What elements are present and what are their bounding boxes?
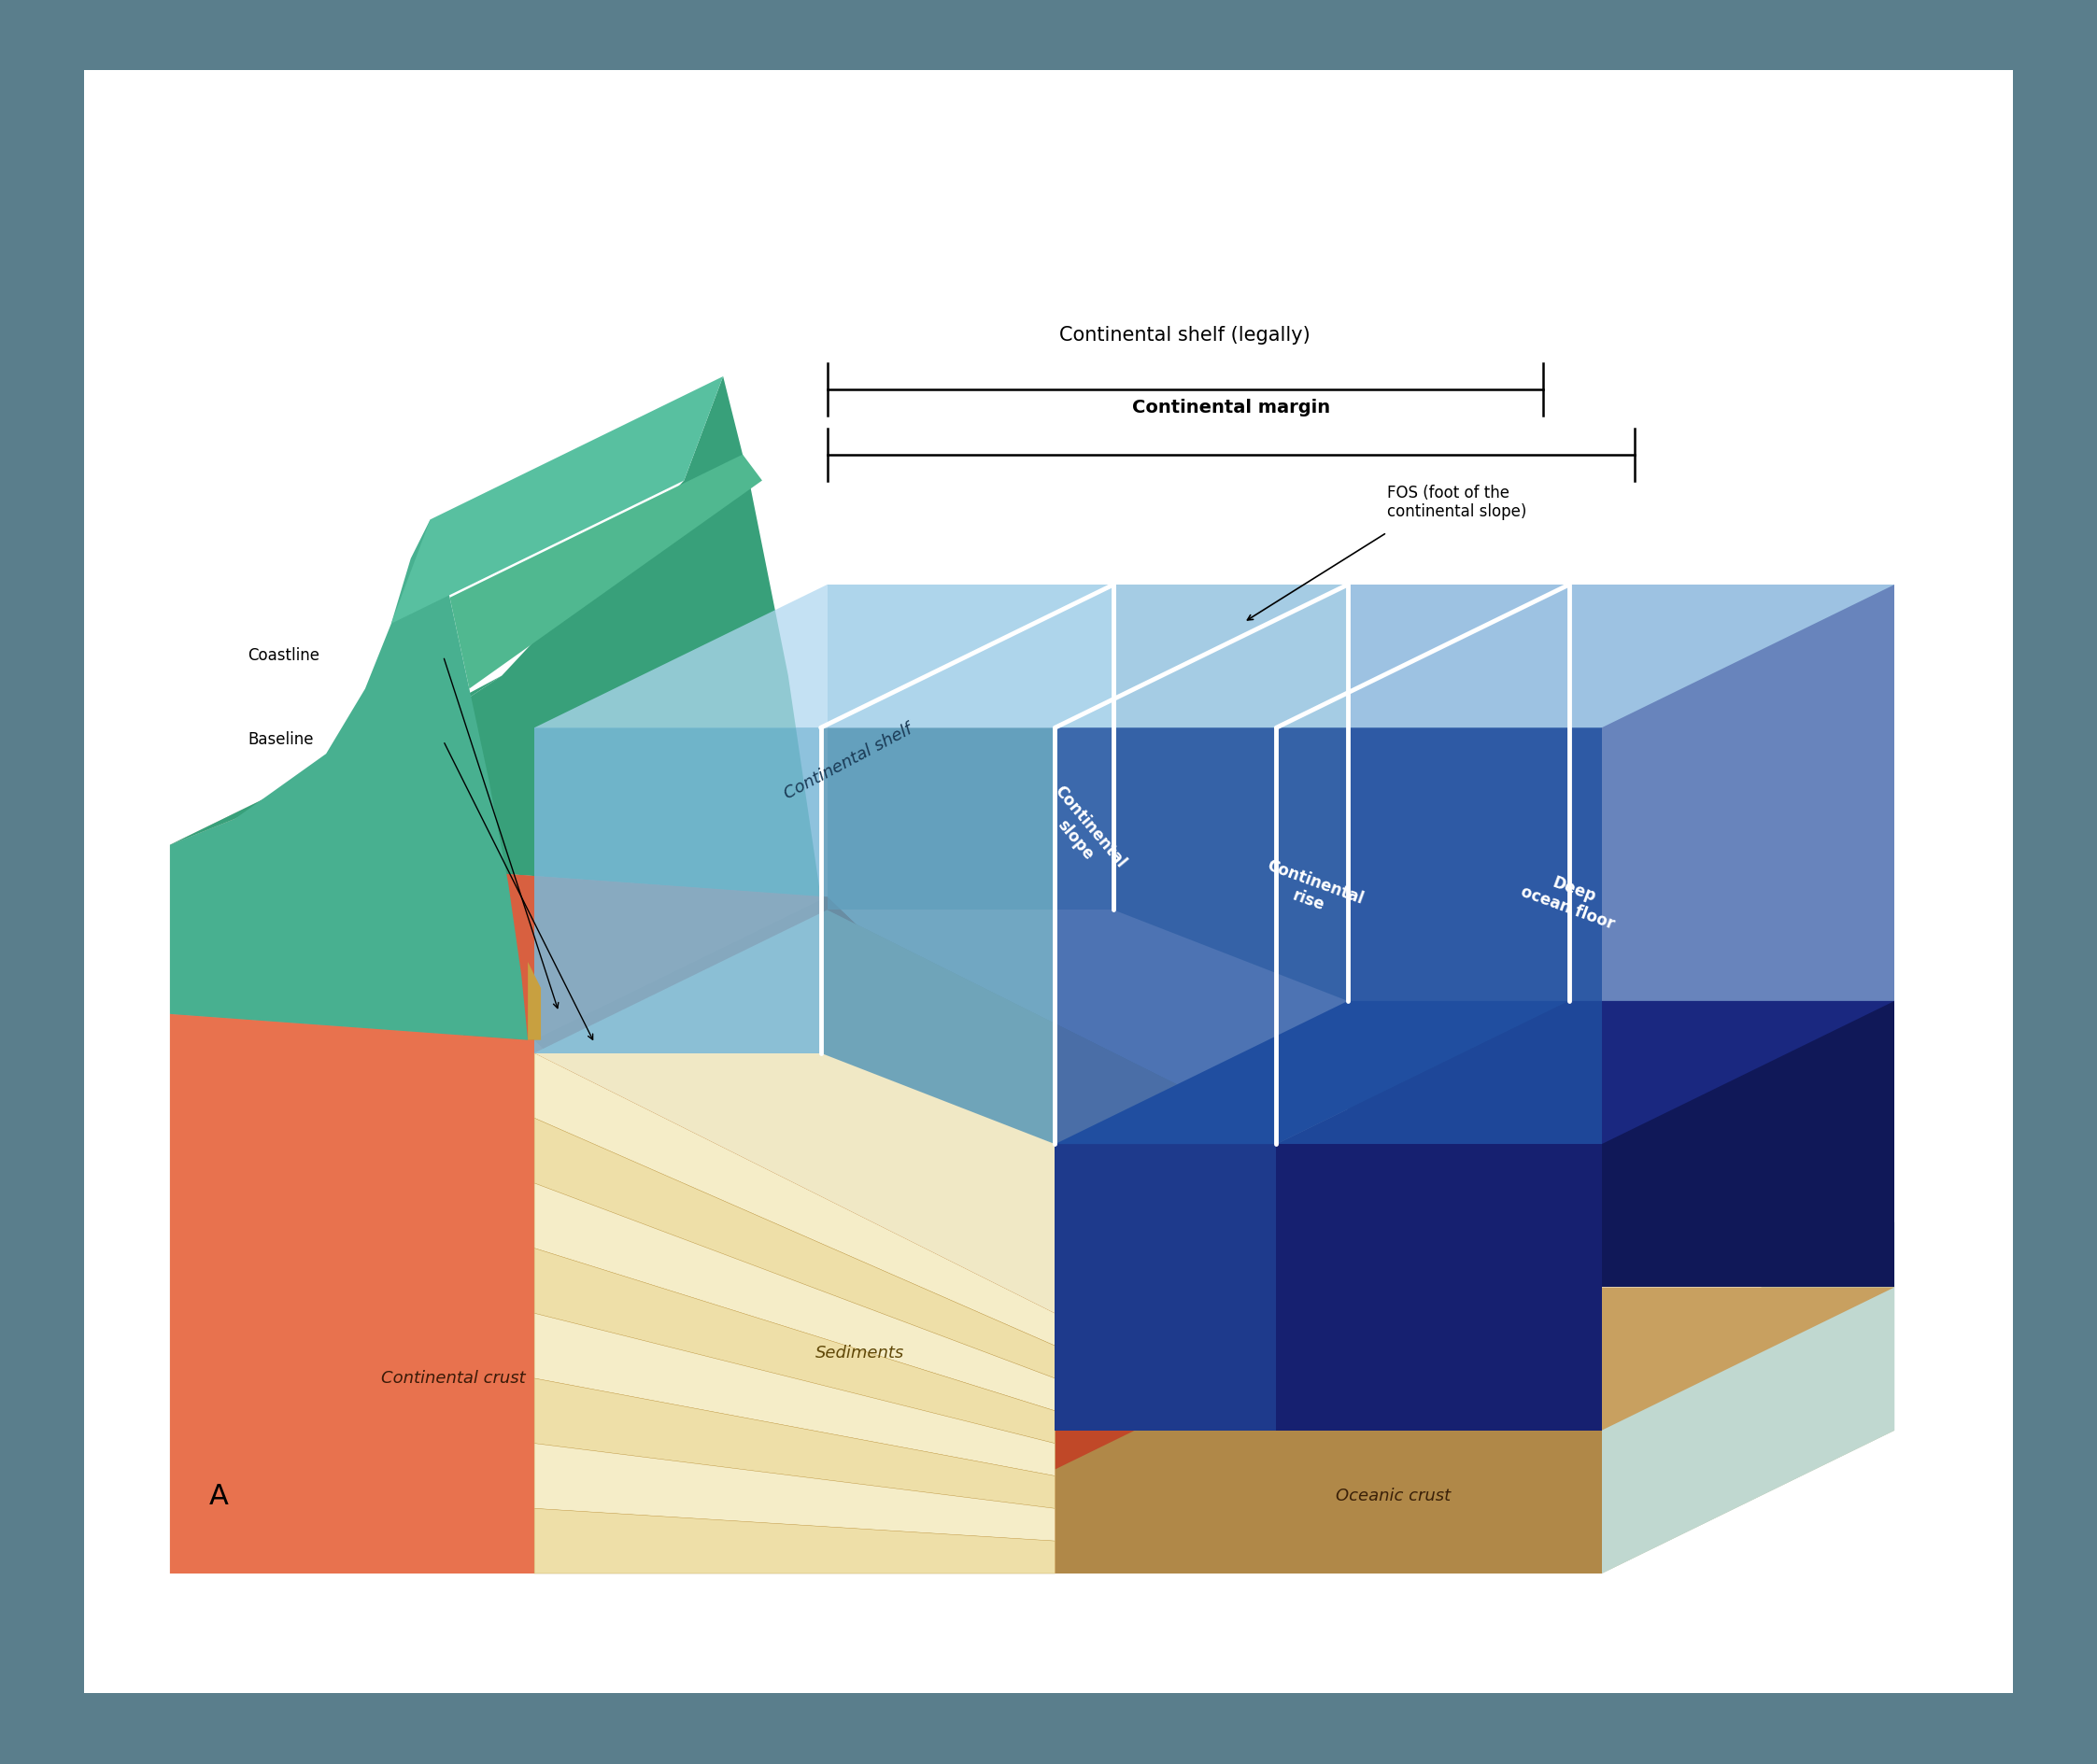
- Polygon shape: [170, 1431, 1894, 1573]
- Polygon shape: [1569, 1002, 1894, 1288]
- Polygon shape: [535, 910, 1348, 1314]
- Text: Continental shelf: Continental shelf: [782, 720, 916, 803]
- Polygon shape: [1602, 1222, 1894, 1573]
- Polygon shape: [1348, 586, 1894, 1002]
- Polygon shape: [535, 1118, 1055, 1378]
- Polygon shape: [535, 1378, 1055, 1508]
- Polygon shape: [820, 729, 1055, 1145]
- Polygon shape: [1055, 1288, 1894, 1431]
- Polygon shape: [170, 871, 826, 1041]
- Polygon shape: [1114, 586, 1348, 1002]
- Polygon shape: [1055, 1431, 1894, 1573]
- Polygon shape: [1055, 729, 1602, 1145]
- Polygon shape: [1055, 1002, 1569, 1145]
- Polygon shape: [463, 377, 820, 898]
- Polygon shape: [826, 1365, 1348, 1431]
- Polygon shape: [535, 586, 1894, 729]
- Polygon shape: [1055, 1431, 1894, 1573]
- Text: Continental
rise: Continental rise: [1258, 857, 1365, 924]
- Polygon shape: [826, 1300, 1348, 1399]
- Polygon shape: [535, 1443, 1055, 1542]
- Polygon shape: [170, 520, 528, 1041]
- Polygon shape: [170, 1014, 1055, 1573]
- Text: Sediments: Sediments: [816, 1344, 904, 1360]
- Text: Coastline: Coastline: [247, 646, 321, 663]
- Text: Deep
ocean floor: Deep ocean floor: [1518, 864, 1623, 931]
- Polygon shape: [1055, 1145, 1277, 1431]
- Text: Continental margin: Continental margin: [1132, 399, 1329, 416]
- Polygon shape: [1055, 1431, 1602, 1573]
- Polygon shape: [826, 1235, 1348, 1365]
- Polygon shape: [170, 676, 501, 845]
- Text: A: A: [210, 1482, 229, 1510]
- Polygon shape: [535, 1184, 1055, 1411]
- Text: Oceanic crust: Oceanic crust: [1336, 1487, 1451, 1505]
- Polygon shape: [826, 975, 1348, 1235]
- Polygon shape: [1348, 1392, 1894, 1431]
- Polygon shape: [820, 1171, 1348, 1469]
- Polygon shape: [463, 871, 1348, 1431]
- Polygon shape: [392, 377, 723, 624]
- Polygon shape: [170, 702, 463, 1573]
- Polygon shape: [1348, 1002, 1569, 1288]
- Polygon shape: [826, 1171, 1348, 1334]
- Text: FOS (foot of the
continental slope): FOS (foot of the continental slope): [1386, 483, 1527, 520]
- Polygon shape: [826, 1041, 1348, 1268]
- Polygon shape: [826, 586, 1114, 910]
- Polygon shape: [535, 1508, 1055, 1573]
- Text: Continental crust: Continental crust: [382, 1369, 524, 1387]
- Polygon shape: [535, 729, 820, 1053]
- Polygon shape: [449, 455, 761, 690]
- Polygon shape: [528, 963, 541, 1041]
- Text: Continental
slope: Continental slope: [1036, 783, 1128, 884]
- Text: Continental shelf (legally): Continental shelf (legally): [1059, 326, 1311, 344]
- Polygon shape: [826, 910, 1348, 1203]
- Polygon shape: [535, 1249, 1055, 1443]
- Polygon shape: [535, 1053, 1055, 1346]
- Text: Baseline: Baseline: [247, 730, 315, 748]
- Polygon shape: [535, 898, 1114, 1314]
- Polygon shape: [535, 1314, 1055, 1476]
- Polygon shape: [1277, 1145, 1602, 1431]
- Polygon shape: [1277, 1002, 1894, 1145]
- Polygon shape: [826, 1106, 1348, 1300]
